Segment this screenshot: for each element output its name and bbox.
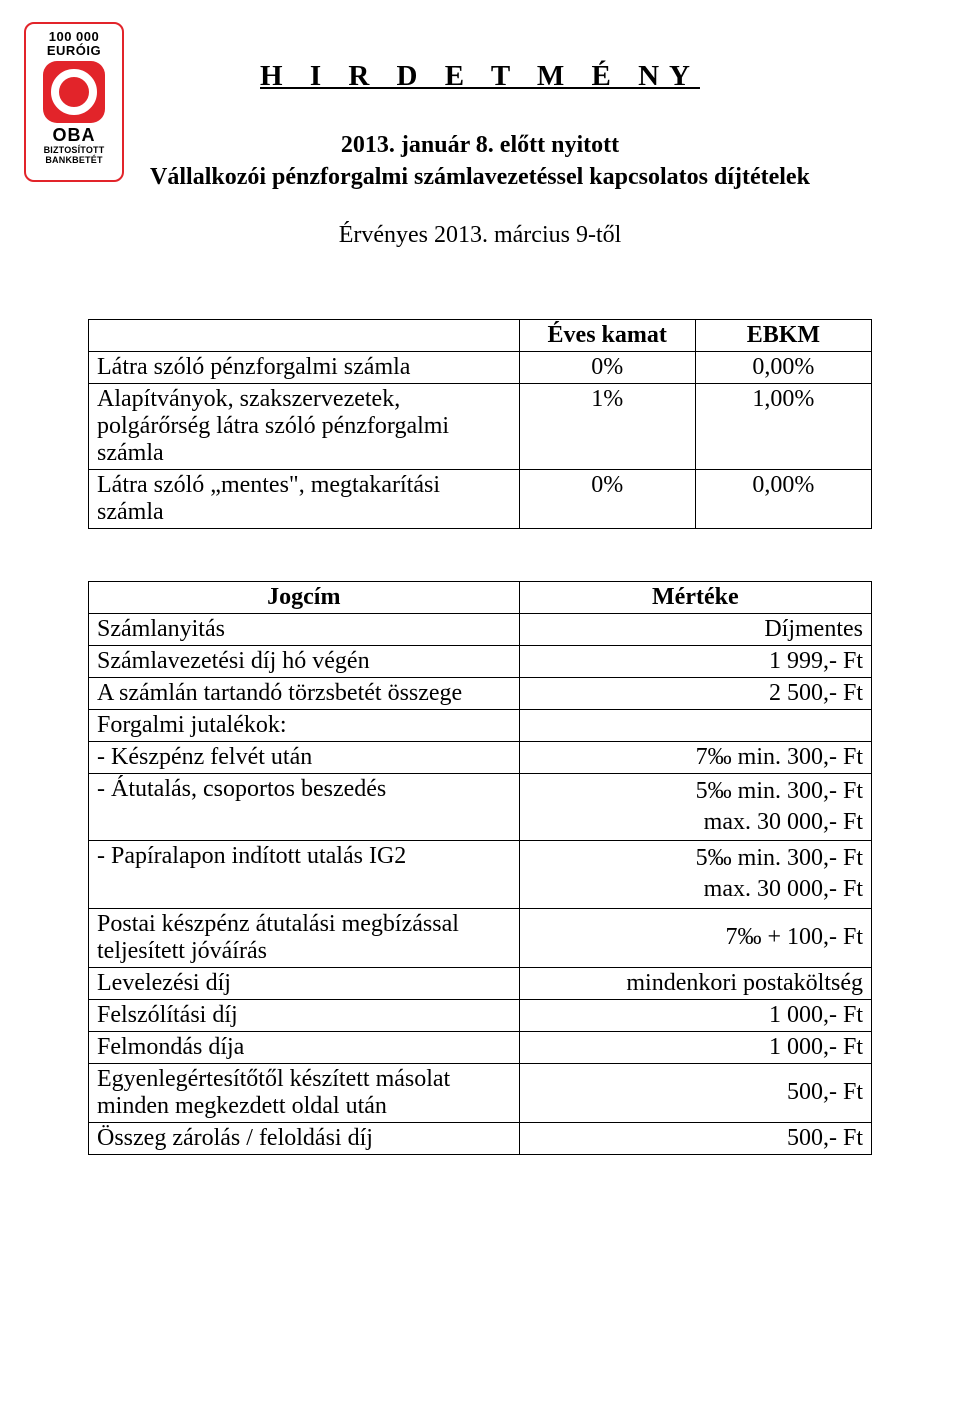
rate-value: 0% xyxy=(519,469,695,528)
page-title: H I R D E T M É NY xyxy=(88,60,872,93)
table-row: Postai készpénz átutalási megbízással te… xyxy=(89,908,872,967)
fee-value: 1 000,- Ft xyxy=(519,1031,871,1063)
fee-value: 500,- Ft xyxy=(519,1122,871,1154)
fee-label: Egyenlegértesítőtől készített másolat mi… xyxy=(89,1063,520,1122)
fee-label: Levelezési díj xyxy=(89,967,520,999)
fee-value: Díjmentes xyxy=(519,613,871,645)
fee-label: Számlavezetési díj hó végén xyxy=(89,645,520,677)
fees-header-jogcim: Jogcím xyxy=(89,581,520,613)
ebkm-value: 0,00% xyxy=(695,351,871,383)
rates-header-ebkm: EBKM xyxy=(695,319,871,351)
fee-label: Felmondás díja xyxy=(89,1031,520,1063)
fee-label: Számlanyitás xyxy=(89,613,520,645)
fees-header-row: Jogcím Mértéke xyxy=(89,581,872,613)
table-row: Felszólítási díj 1 000,- Ft xyxy=(89,999,872,1031)
fee-value: 5‰ min. 300,- Ftmax. 30 000,- Ft xyxy=(519,773,871,840)
table-row: A számlán tartandó törzsbetét összege 2 … xyxy=(89,677,872,709)
effective-date: Érvényes 2013. március 9-től xyxy=(88,222,872,249)
rates-header-row: Éves kamat EBKM xyxy=(89,319,872,351)
fee-value: 500,- Ft xyxy=(519,1063,871,1122)
fee-value: 1 000,- Ft xyxy=(519,999,871,1031)
fee-value: 7‰ + 100,- Ft xyxy=(519,908,871,967)
fee-label: A számlán tartandó törzsbetét összege xyxy=(89,677,520,709)
rate-label: Alapítványok, szakszervezetek, polgárőrs… xyxy=(89,383,520,469)
rates-header-empty xyxy=(89,319,520,351)
fee-value: 7‰ min. 300,- Ft xyxy=(519,741,871,773)
fee-label: Postai készpénz átutalási megbízással te… xyxy=(89,908,520,967)
rate-value: 1% xyxy=(519,383,695,469)
oba-logo: 100 000 EURÓIG OBA BIZTOSÍTOTT BANKBETÉT xyxy=(24,22,124,182)
logo-square xyxy=(43,61,105,123)
rate-label: Látra szóló pénzforgalmi számla xyxy=(89,351,520,383)
fee-value: mindenkori postaköltség xyxy=(519,967,871,999)
table-row: - Készpénz felvét után 7‰ min. 300,- Ft xyxy=(89,741,872,773)
fee-value xyxy=(519,709,871,741)
fee-label: Felszólítási díj xyxy=(89,999,520,1031)
table-row: - Papíralapon indított utalás IG2 5‰ min… xyxy=(89,841,872,908)
fee-label: - Átutalás, csoportos beszedés xyxy=(89,773,520,840)
table-row: Számlanyitás Díjmentes xyxy=(89,613,872,645)
fee-value: 5‰ min. 300,- Ftmax. 30 000,- Ft xyxy=(519,841,871,908)
logo-top-1: 100 000 xyxy=(30,30,118,44)
subtitle-line-1: 2013. január 8. előtt nyitott xyxy=(341,132,619,158)
table-row: Levelezési díj mindenkori postaköltség xyxy=(89,967,872,999)
table-row: Felmondás díja 1 000,- Ft xyxy=(89,1031,872,1063)
table-row: Összeg zárolás / feloldási díj 500,- Ft xyxy=(89,1122,872,1154)
fee-label: Összeg zárolás / feloldási díj xyxy=(89,1122,520,1154)
subtitle: 2013. január 8. előtt nyitott Vállalkozó… xyxy=(88,129,872,194)
fee-value: 2 500,- Ft xyxy=(519,677,871,709)
rates-header-rate: Éves kamat xyxy=(519,319,695,351)
table-row: Forgalmi jutalékok: xyxy=(89,709,872,741)
table-row: Látra szóló pénzforgalmi számla 0% 0,00% xyxy=(89,351,872,383)
fee-label: Forgalmi jutalékok: xyxy=(89,709,520,741)
table-row: Alapítványok, szakszervezetek, polgárőrs… xyxy=(89,383,872,469)
subtitle-line-2: Vállalkozói pénzforgalmi számlavezetésse… xyxy=(150,164,810,190)
fees-header-merteke: Mértéke xyxy=(519,581,871,613)
logo-ring-icon xyxy=(51,69,97,115)
rate-label: Látra szóló „mentes", megtakarítási szám… xyxy=(89,469,520,528)
logo-top-2: EURÓIG xyxy=(30,44,118,58)
fee-label: - Papíralapon indított utalás IG2 xyxy=(89,841,520,908)
fees-table: Jogcím Mértéke Számlanyitás Díjmentes Sz… xyxy=(88,581,872,1155)
table-row: Egyenlegértesítőtől készített másolat mi… xyxy=(89,1063,872,1122)
rates-table: Éves kamat EBKM Látra szóló pénzforgalmi… xyxy=(88,319,872,529)
logo-sub-2: BANKBETÉT xyxy=(30,156,118,166)
ebkm-value: 0,00% xyxy=(695,469,871,528)
table-row: - Átutalás, csoportos beszedés 5‰ min. 3… xyxy=(89,773,872,840)
rate-value: 0% xyxy=(519,351,695,383)
logo-brand: OBA xyxy=(30,125,118,146)
fee-label: - Készpénz felvét után xyxy=(89,741,520,773)
fee-value: 1 999,- Ft xyxy=(519,645,871,677)
table-row: Számlavezetési díj hó végén 1 999,- Ft xyxy=(89,645,872,677)
ebkm-value: 1,00% xyxy=(695,383,871,469)
table-row: Látra szóló „mentes", megtakarítási szám… xyxy=(89,469,872,528)
